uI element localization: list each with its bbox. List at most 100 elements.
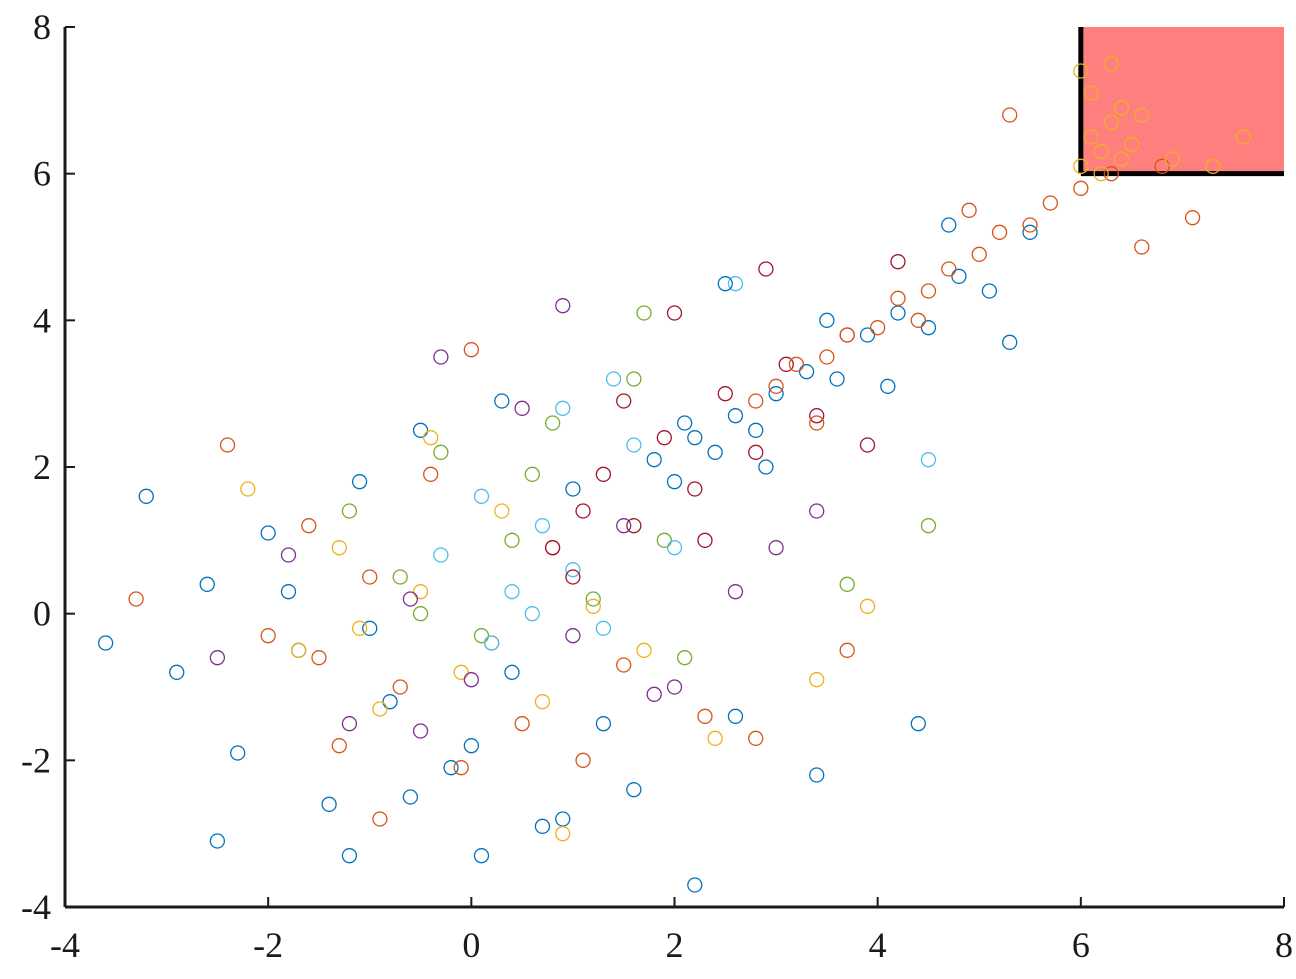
scatter-point	[839, 576, 855, 592]
scatter-point	[209, 833, 226, 849]
highlight-region	[1080, 27, 1284, 174]
scatter-point	[412, 723, 429, 739]
scatter-point	[829, 371, 845, 387]
scatter-point	[727, 276, 744, 292]
scatter-point	[626, 371, 642, 387]
scatter-point	[991, 224, 1008, 240]
scatter-point	[1002, 107, 1018, 123]
scatter-point	[727, 408, 744, 424]
scatter-point	[687, 481, 703, 497]
scatter-point	[483, 635, 500, 651]
scatter-point	[961, 202, 977, 218]
scatter-point	[910, 312, 926, 328]
scatter-point	[890, 254, 906, 270]
scatter-point	[1134, 107, 1150, 123]
scatter-point	[494, 393, 510, 409]
scatter-point	[646, 452, 662, 468]
y-tick-label: 0	[33, 594, 51, 634]
scatter-point	[1073, 158, 1089, 174]
scatter-point	[666, 305, 683, 321]
x-tick-label: -2	[253, 925, 283, 965]
scatter-point	[453, 760, 469, 776]
scatter-point	[798, 364, 815, 380]
scatter-point	[941, 217, 957, 233]
scatter-point	[636, 305, 652, 321]
scatter-point	[1042, 195, 1059, 211]
scatter-point	[666, 540, 683, 556]
scatter-point	[809, 503, 825, 519]
scatter-point	[595, 716, 612, 732]
scatter-point	[423, 466, 439, 482]
scatter-point	[504, 664, 520, 680]
scatter-point	[880, 378, 896, 394]
scatter-point	[1235, 129, 1252, 145]
scatter-point	[1083, 129, 1099, 145]
x-tick-label: 4	[869, 925, 887, 965]
scatter-point	[565, 628, 581, 644]
scatter-point	[585, 598, 601, 614]
x-tick-label: 2	[666, 925, 684, 965]
scatter-point	[341, 503, 358, 519]
scatter-point	[951, 268, 967, 284]
scatter-point	[514, 716, 530, 732]
scatter-point	[707, 730, 723, 746]
scatter-point	[575, 752, 591, 768]
scatter-point	[595, 620, 612, 636]
scatter-point	[768, 378, 784, 394]
scatter-point	[595, 466, 612, 482]
scatter-point	[565, 562, 581, 578]
scatter-point	[1103, 166, 1119, 182]
scatter-point	[890, 290, 906, 306]
scatter-point	[412, 584, 429, 600]
scatter-point	[616, 518, 632, 534]
scatter-point	[656, 430, 672, 446]
scatter-point	[920, 283, 937, 299]
scatter-point	[859, 437, 876, 453]
scatter-point	[402, 789, 419, 805]
scatter-point	[666, 474, 683, 490]
scatter-point	[819, 312, 835, 328]
scatter-point	[717, 386, 733, 402]
scatter-point	[1184, 210, 1201, 226]
x-tick-label: 6	[1072, 925, 1090, 965]
scatter-point	[687, 877, 703, 893]
scatter-point	[565, 569, 581, 585]
scatter-point	[809, 767, 825, 783]
scatter-point	[1103, 56, 1119, 72]
scatter-point	[534, 818, 551, 834]
scatter-point	[809, 415, 825, 431]
scatter-point	[626, 782, 642, 798]
scatter-point	[859, 598, 876, 614]
scatter-point	[351, 620, 368, 636]
scatter-point	[504, 532, 520, 548]
scatter-point	[565, 481, 581, 497]
scatter-point	[412, 606, 429, 622]
scatter-point	[544, 540, 561, 556]
scatter-point	[443, 760, 459, 776]
scatter-point	[677, 415, 693, 431]
y-tick-label: 6	[33, 154, 51, 194]
scatter-point	[382, 694, 398, 710]
scatter-point	[1093, 144, 1109, 160]
scatter-point	[453, 664, 469, 680]
scatter-point	[788, 356, 805, 372]
y-tick-label: -2	[21, 740, 51, 780]
scatter-point	[473, 488, 490, 504]
scatter-point	[230, 745, 246, 761]
scatter-point	[677, 650, 693, 666]
scatter-point	[697, 532, 713, 548]
scatter-point	[778, 356, 794, 372]
scatter-point	[321, 796, 337, 812]
scatter-point	[1154, 158, 1170, 174]
scatter-point	[748, 730, 764, 746]
scatter-point	[646, 686, 662, 702]
scatter-point	[666, 679, 683, 695]
scatter-point	[687, 430, 703, 446]
scatter-point	[890, 305, 906, 321]
scatter-point	[1123, 136, 1140, 152]
scatter-point	[97, 635, 114, 651]
scatter-point	[768, 540, 784, 556]
scatter-point	[636, 642, 652, 658]
scatter-point	[748, 393, 764, 409]
